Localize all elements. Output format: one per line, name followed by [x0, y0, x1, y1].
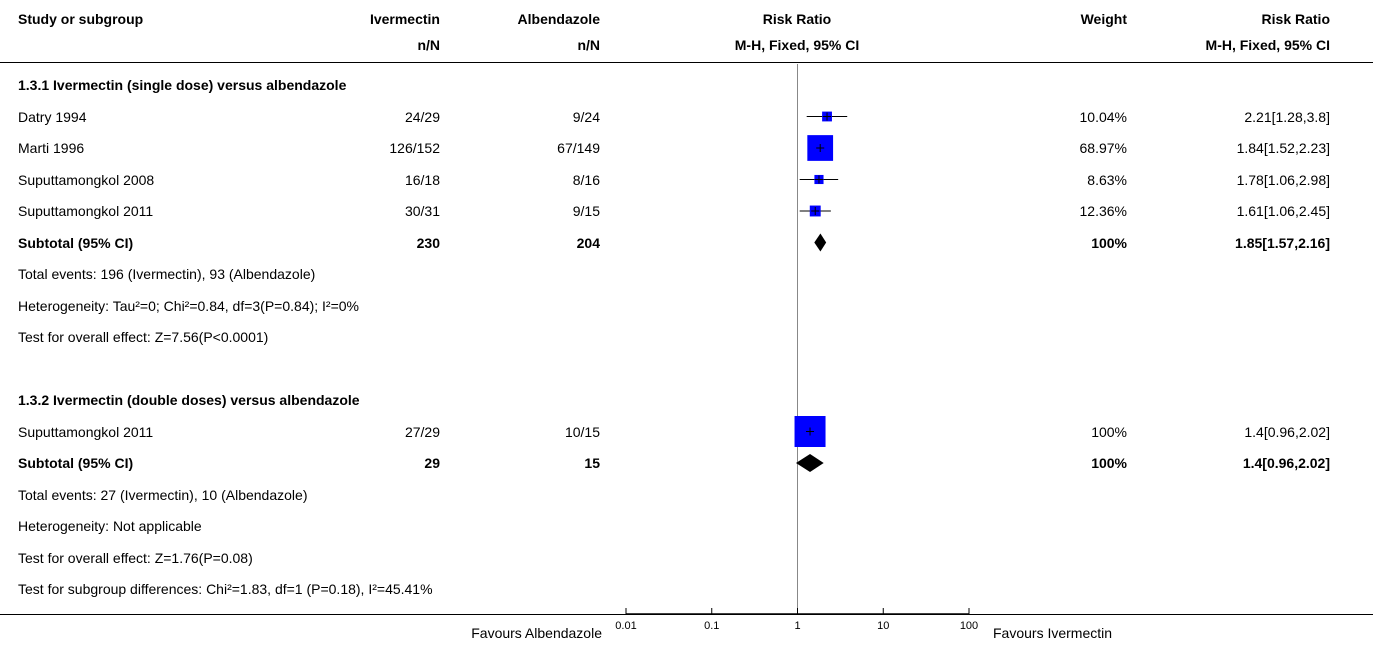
summary-diamond — [795, 454, 824, 472]
study-name: Marti 1996 — [18, 140, 85, 156]
footnote-text: Test for overall effect: Z=7.56(P<0.0001… — [18, 329, 269, 345]
study-name: Subtotal (95% CI) — [18, 234, 134, 251]
header-weight: Weight — [1080, 11, 1127, 27]
axis-tick-label: 100 — [959, 620, 979, 632]
header-rule — [0, 62, 1373, 63]
footnote-text: Heterogeneity: Tau²=0; Chi²=0.84, df=3(P… — [18, 297, 360, 314]
weight-value: 100% — [1091, 423, 1127, 440]
axis-tick-label: 1 — [794, 620, 801, 632]
header-ivermectin: Ivermectin — [369, 11, 440, 27]
weight-value: 10.04% — [1079, 108, 1127, 125]
subgroup-title: 1.3.1 Ivermectin (single dose) versus al… — [18, 77, 347, 93]
axis-tick-label: 0.01 — [615, 620, 637, 632]
albendazole-events: 67/149 — [557, 140, 600, 156]
footnote-text: Test for overall effect: Z=1.76(P=0.08) — [18, 549, 253, 566]
albendazole-events: 8/16 — [572, 171, 600, 188]
weight-value: 100% — [1091, 455, 1127, 471]
study-name: Suputtamongkol 2008 — [18, 171, 155, 188]
ivermectin-events: 16/18 — [404, 171, 440, 188]
weight-value: 68.97% — [1079, 140, 1127, 156]
axis-tick-label: 0.1 — [704, 620, 720, 632]
ivermectin-events: 126/152 — [389, 140, 440, 156]
subgroup-title: 1.3.2 Ivermectin (double doses) versus a… — [18, 392, 360, 408]
study-name: Subtotal (95% CI) — [18, 455, 134, 471]
weight-value: 12.36% — [1079, 203, 1127, 219]
header-study: Study or subgroup — [18, 11, 144, 27]
study-name: Suputtamongkol 2011 — [18, 203, 154, 219]
risk-ratio-ci: 1.84[1.52,2.23] — [1236, 140, 1330, 156]
study-name: Suputtamongkol 2011 — [18, 423, 154, 440]
albendazole-events: 10/15 — [564, 423, 600, 440]
footnote-text: Total events: 196 (Ivermectin), 93 (Albe… — [18, 266, 316, 282]
weight-value: 100% — [1091, 234, 1127, 251]
header-risk-ratio-method: M-H, Fixed, 95% CI — [1205, 37, 1330, 53]
header-ivermectin-nn: n/N — [417, 37, 440, 53]
risk-ratio-ci: 1.78[1.06,2.98] — [1236, 171, 1330, 188]
footnote-text: Heterogeneity: Not applicable — [18, 518, 202, 534]
albendazole-events: 204 — [576, 234, 600, 251]
albendazole-events: 9/15 — [572, 203, 600, 219]
summary-diamond — [814, 233, 827, 252]
ivermectin-events: 24/29 — [404, 108, 440, 125]
albendazole-events: 9/24 — [572, 108, 600, 125]
header-albendazole-nn: n/N — [577, 37, 600, 53]
risk-ratio-ci: 2.21[1.28,3.8] — [1244, 108, 1330, 125]
weight-value: 8.63% — [1087, 171, 1127, 188]
favours-right-label: Favours Ivermectin — [993, 625, 1113, 641]
ivermectin-events: 30/31 — [404, 203, 440, 219]
footnote-text: Test for subgroup differences: Chi²=1.83… — [18, 581, 433, 597]
risk-ratio-ci: 1.85[1.57,2.16] — [1235, 234, 1330, 251]
header-albendazole: Albendazole — [517, 11, 600, 27]
header-risk-ratio-plot: Risk Ratio — [762, 11, 832, 27]
footnote-text: Total events: 27 (Ivermectin), 10 (Alben… — [18, 486, 308, 503]
axis-tick-label: 10 — [877, 620, 890, 632]
header-risk-ratio-plot-method: M-H, Fixed, 95% CI — [734, 37, 860, 53]
ivermectin-events: 27/29 — [404, 423, 440, 440]
albendazole-events: 15 — [584, 455, 600, 471]
ivermectin-events: 230 — [416, 234, 440, 251]
risk-ratio-ci: 1.61[1.06,2.45] — [1236, 203, 1330, 219]
risk-ratio-ci: 1.4[0.96,2.02] — [1244, 423, 1330, 440]
risk-ratio-ci: 1.4[0.96,2.02] — [1242, 455, 1330, 471]
ivermectin-events: 29 — [424, 455, 440, 471]
favours-left-label: Favours Albendazole — [471, 625, 602, 641]
study-name: Datry 1994 — [18, 108, 87, 125]
header-risk-ratio: Risk Ratio — [1261, 11, 1330, 27]
